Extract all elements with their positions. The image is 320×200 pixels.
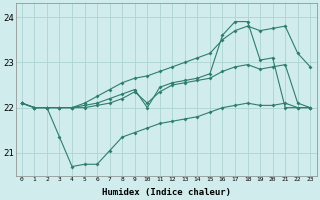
X-axis label: Humidex (Indice chaleur): Humidex (Indice chaleur) bbox=[101, 188, 231, 197]
